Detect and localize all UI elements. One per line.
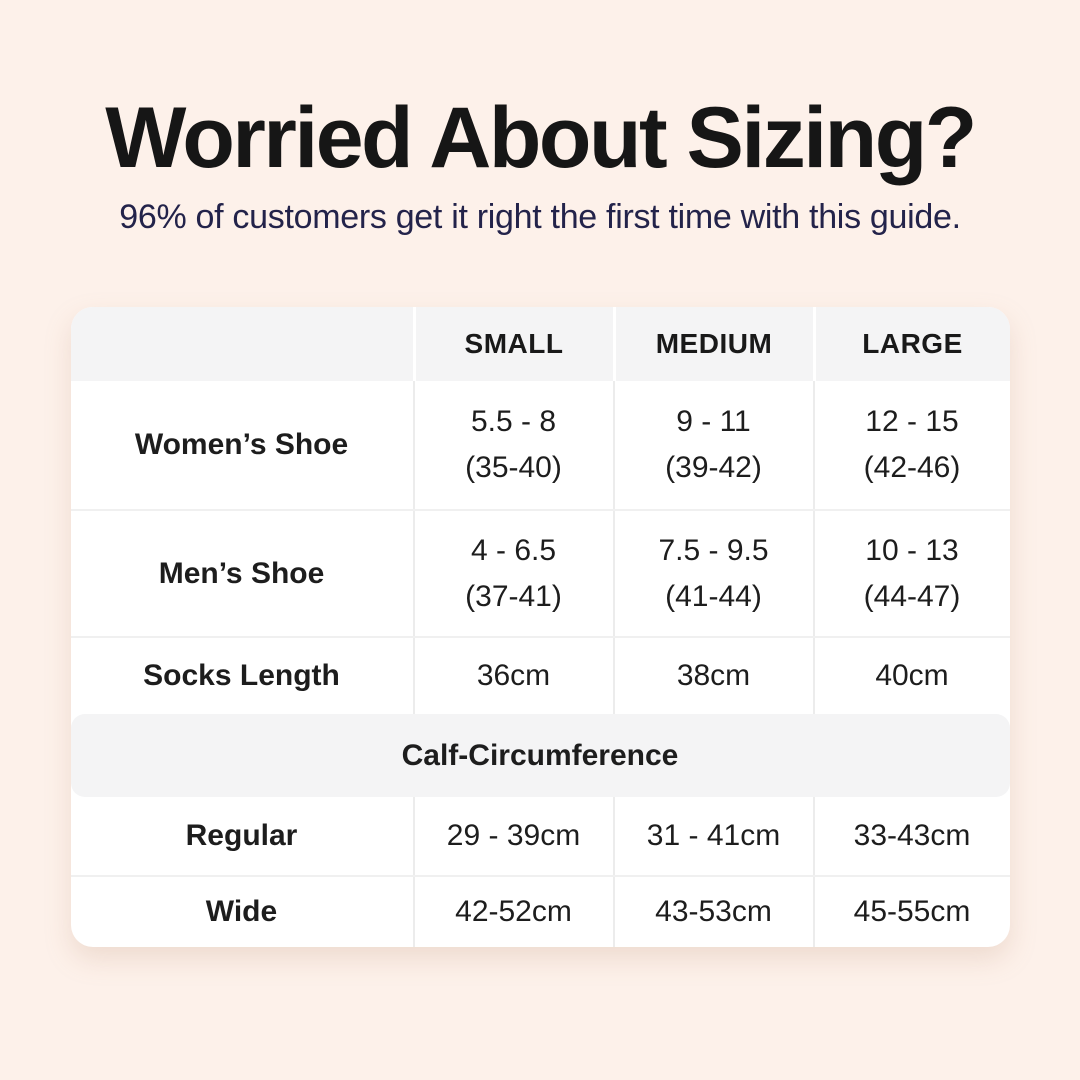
calf-wide-large-value: 45-55cm (812, 877, 1010, 948)
calf-wide-small-value: 42-52cm (412, 877, 613, 948)
table-row-calf-wide: Wide 42-52cm 43-53cm 45-55cm (70, 875, 1010, 948)
section-header-band: Calf-Circumference (70, 714, 1010, 798)
mens-shoe-medium-value: 7.5 - 9.5 (41-44) (612, 511, 813, 637)
row-label-socks-length: Socks Length (143, 659, 340, 693)
womens-shoe-small-value: 5.5 - 8 (35-40) (412, 381, 613, 510)
size-chart-card: SMALL MEDIUM LARGE Women’s Shoe 5.5 - 8 … (70, 307, 1010, 948)
socks-length-small-value: 36cm (412, 638, 613, 715)
corner-cell (71, 307, 413, 381)
row-label-womens-shoe: Women’s Shoe (134, 428, 349, 462)
table-row-mens-shoe: Men’s Shoe 4 - 6.5 (37-41) 7.5 - 9.5 (41… (70, 509, 1010, 637)
column-header-small: SMALL (412, 307, 613, 382)
column-header-medium: MEDIUM (612, 307, 813, 382)
calf-regular-medium-value: 31 - 41cm (612, 797, 813, 876)
table-row-womens-shoe: Women’s Shoe 5.5 - 8 (35-40) 9 - 11 (39-… (71, 381, 1010, 510)
page-title: Worried About Sizing? (105, 90, 977, 186)
column-header-row: SMALL MEDIUM LARGE (70, 307, 1010, 382)
calf-regular-large-value: 33-43cm (812, 797, 1010, 876)
page-subtitle: 96% of customers get it right the first … (119, 198, 961, 237)
mens-shoe-small-value: 4 - 6.5 (37-41) (412, 511, 613, 637)
mens-shoe-large-value: 10 - 13 (44-47) (812, 511, 1010, 637)
row-label-mens-shoe: Men’s Shoe (158, 556, 325, 590)
calf-regular-small-value: 29 - 39cm (412, 797, 613, 876)
hero-section: Worried About Sizing? 96% of customers g… (0, 0, 1080, 237)
row-label-regular: Regular (185, 819, 298, 853)
socks-length-medium-value: 38cm (612, 638, 813, 715)
section-header-label: Calf-Circumference (401, 738, 679, 772)
womens-shoe-medium-value: 9 - 11 (39-42) (612, 381, 813, 510)
socks-length-large-value: 40cm (812, 638, 1010, 715)
column-header-large: LARGE (812, 307, 1010, 382)
table-row-calf-regular: Regular 29 - 39cm 31 - 41cm 33-43cm (71, 797, 1010, 876)
womens-shoe-large-value: 12 - 15 (42-46) (812, 381, 1010, 510)
row-label-wide: Wide (205, 895, 278, 929)
calf-wide-medium-value: 43-53cm (612, 877, 813, 948)
table-row-socks-length: Socks Length 36cm 38cm 40cm (70, 636, 1010, 715)
